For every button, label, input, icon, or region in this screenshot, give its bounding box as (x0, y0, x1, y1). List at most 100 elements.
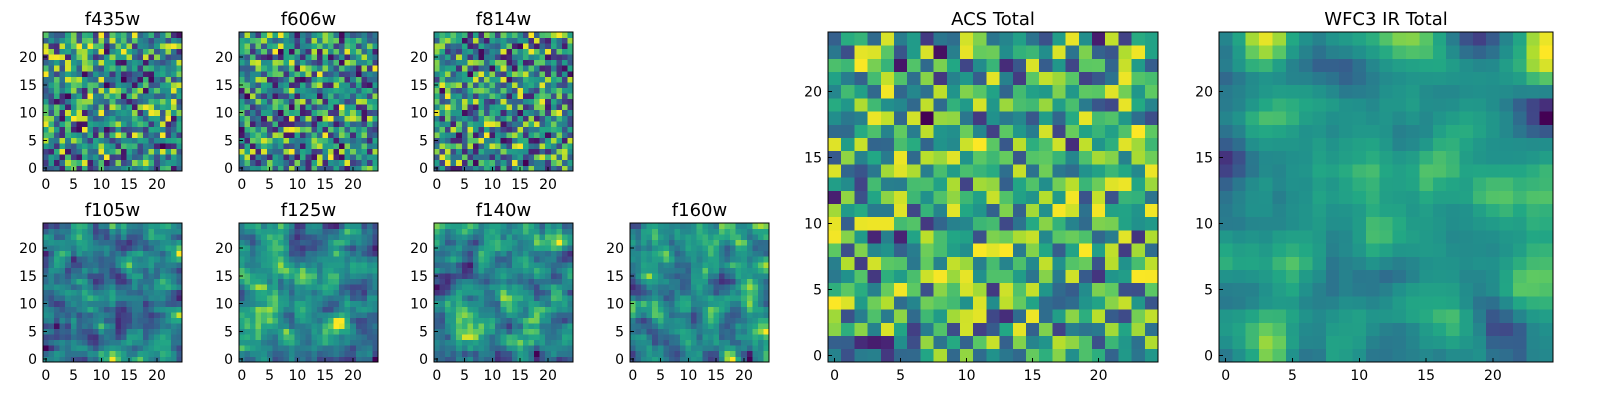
heatmap-cell (109, 109, 116, 116)
heatmap-cell (159, 59, 166, 66)
heatmap-cell (841, 256, 855, 270)
heatmap-cell (289, 115, 295, 122)
heatmap-cell (81, 137, 88, 144)
heatmap-cell (456, 300, 463, 307)
heatmap-cell (685, 250, 692, 257)
heatmap-cell (680, 289, 686, 296)
heatmap-cell (484, 223, 490, 229)
heatmap-cell (261, 54, 268, 61)
heatmap-cell (1039, 164, 1053, 178)
heatmap-cell (244, 54, 251, 61)
heatmap-cell (355, 317, 362, 324)
heatmap-cell (450, 48, 457, 55)
heatmap-cell (143, 278, 149, 285)
heatmap-cell (657, 261, 664, 268)
heatmap-cell (305, 104, 312, 111)
heatmap-cell (741, 334, 748, 341)
axis-frame (42, 31, 183, 172)
heatmap-cell (261, 328, 268, 335)
heatmap-cell (707, 228, 714, 235)
heatmap-cell (176, 159, 183, 166)
heatmap-cell (735, 278, 742, 285)
heatmap-cell (630, 256, 636, 263)
heatmap-cell (98, 228, 105, 235)
heatmap-cell (48, 37, 55, 44)
heatmap-cell (763, 234, 770, 241)
heatmap-cell (339, 295, 345, 302)
heatmap-cell (545, 228, 552, 235)
heatmap-cell (718, 295, 725, 302)
heatmap-cell (434, 104, 440, 111)
heatmap-cell (434, 76, 440, 83)
heatmap-cell (691, 256, 698, 263)
heatmap-cell (244, 300, 251, 307)
heatmap-cell (567, 137, 574, 144)
heatmap-cell (1012, 348, 1027, 363)
heatmap-cell (159, 165, 166, 172)
heatmap-cell (641, 311, 648, 318)
heatmap-cell (702, 261, 709, 268)
heatmap-cell (266, 328, 273, 335)
heatmap-cell (500, 65, 507, 72)
heatmap-cell (456, 239, 463, 246)
heatmap-cell (567, 261, 574, 268)
heatmap-cell (713, 245, 720, 252)
heatmap-cell (355, 289, 362, 296)
heatmap-cell (355, 350, 362, 357)
heatmap-cell (663, 300, 670, 307)
heatmap-cell (372, 37, 379, 44)
heatmap-cell (322, 65, 329, 72)
heatmap-cell (159, 120, 166, 127)
heatmap-cell (556, 32, 563, 38)
heatmap-cell (109, 165, 116, 172)
heatmap-cell (511, 98, 518, 105)
heatmap-cell (300, 32, 307, 38)
heatmap-cell (355, 76, 362, 83)
heatmap-cell (484, 289, 490, 296)
heatmap-cell (333, 59, 340, 66)
heatmap-cell (461, 223, 468, 229)
heatmap-cell (757, 356, 764, 363)
heatmap-cell (674, 250, 681, 257)
heatmap-cell (159, 334, 166, 341)
heatmap-cell (65, 126, 72, 133)
heatmap-cell (277, 278, 284, 285)
heatmap-cell (131, 159, 138, 166)
heatmap-cell (81, 148, 88, 155)
heatmap-cell (663, 339, 670, 346)
heatmap-cell (344, 32, 351, 38)
heatmap-cell (316, 267, 323, 274)
heatmap-cell (450, 267, 457, 274)
heatmap-cell (434, 93, 440, 100)
heatmap-cell (1065, 309, 1080, 323)
heatmap-cell (495, 256, 502, 263)
heatmap-cell (120, 250, 127, 257)
heatmap-cell (1026, 177, 1040, 191)
heatmap-cell (1144, 309, 1159, 323)
heatmap-cell (59, 339, 66, 346)
heatmap-cell (685, 245, 692, 252)
heatmap-cell (143, 223, 149, 229)
heatmap-cell (176, 295, 183, 302)
heatmap-cell (311, 334, 318, 341)
heatmap-cell (272, 76, 279, 83)
heatmap-cell (646, 311, 653, 318)
x-tick-label: 5 (656, 368, 665, 384)
heatmap-cell (500, 228, 507, 235)
heatmap-cell (707, 334, 714, 341)
heatmap-cell (674, 289, 681, 296)
heatmap-cell (511, 120, 518, 127)
heatmap-cell (322, 284, 329, 291)
heatmap-cell (1052, 137, 1066, 152)
heatmap-cell (484, 82, 490, 88)
heatmap-cell (561, 289, 568, 296)
heatmap-cell (277, 115, 284, 122)
heatmap-cell (115, 37, 122, 44)
heatmap-cell (266, 59, 273, 66)
heatmap-cell (277, 65, 284, 72)
heatmap-cell (450, 339, 457, 346)
heatmap-cell (261, 59, 268, 66)
heatmap-cell (691, 356, 698, 363)
heatmap-cell (305, 59, 312, 66)
heatmap-cell (456, 70, 463, 77)
